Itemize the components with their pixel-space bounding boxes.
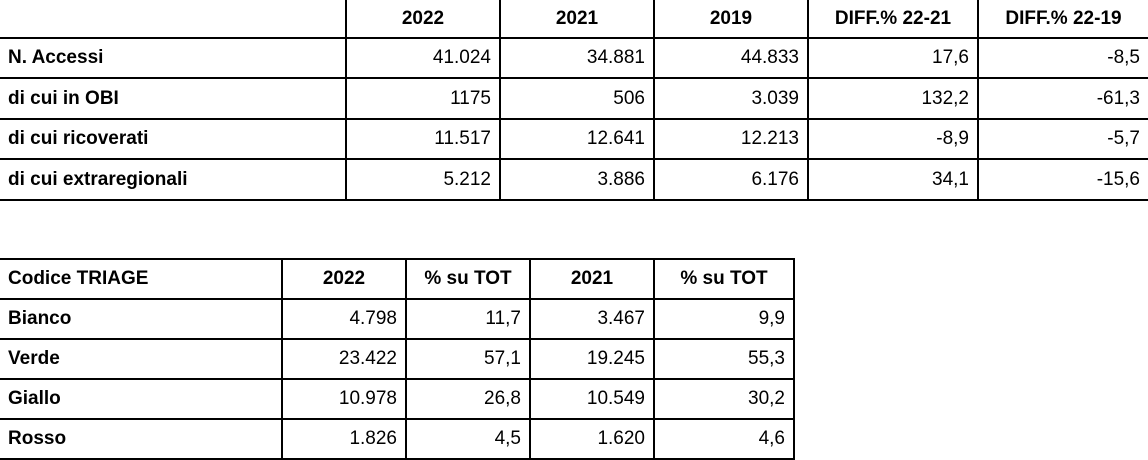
header-2021: 2021 <box>529 258 655 300</box>
cell-value: 30,2 <box>653 378 795 420</box>
cell-value: 34,1 <box>807 158 979 201</box>
header-diff-22-19: DIFF.% 22-19 <box>977 0 1148 39</box>
header-pct-2022: % su TOT <box>405 258 531 300</box>
cell-value: 41.024 <box>345 37 501 79</box>
table-row: Giallo 10.978 26,8 10.549 30,2 <box>0 378 795 420</box>
cell-value: 34.881 <box>499 37 655 79</box>
row-label: di cui extraregionali <box>0 158 347 201</box>
cell-value: 19.245 <box>529 338 655 380</box>
row-label: di cui in OBI <box>0 77 347 120</box>
header-2021: 2021 <box>499 0 655 39</box>
cell-value: 6.176 <box>653 158 809 201</box>
cell-value: 9,9 <box>653 298 795 340</box>
table-row: di cui ricoverati 11.517 12.641 12.213 -… <box>0 118 1148 160</box>
cell-value: 11,7 <box>405 298 531 340</box>
cell-value: 12.641 <box>499 118 655 160</box>
cell-value: 26,8 <box>405 378 531 420</box>
cell-value: 3.467 <box>529 298 655 340</box>
cell-value: 1.620 <box>529 418 655 460</box>
table-header-row: 2022 2021 2019 DIFF.% 22-21 DIFF.% 22-19 <box>0 0 1148 39</box>
cell-value: -5,7 <box>977 118 1148 160</box>
table-header-row: Codice TRIAGE 2022 % su TOT 2021 % su TO… <box>0 258 795 300</box>
cell-value: 11.517 <box>345 118 501 160</box>
cell-value: 55,3 <box>653 338 795 380</box>
cell-value: 57,1 <box>405 338 531 380</box>
table-row: di cui extraregionali 5.212 3.886 6.176 … <box>0 158 1148 201</box>
cell-value: 3.886 <box>499 158 655 201</box>
cell-value: -15,6 <box>977 158 1148 201</box>
cell-value: 506 <box>499 77 655 120</box>
accessi-table: 2022 2021 2019 DIFF.% 22-21 DIFF.% 22-19… <box>0 0 1148 201</box>
cell-value: -8,9 <box>807 118 979 160</box>
table-row: Rosso 1.826 4,5 1.620 4,6 <box>0 418 795 460</box>
header-pct-2021: % su TOT <box>653 258 795 300</box>
row-label: di cui ricoverati <box>0 118 347 160</box>
table-row: N. Accessi 41.024 34.881 44.833 17,6 -8,… <box>0 37 1148 79</box>
triage-table: Codice TRIAGE 2022 % su TOT 2021 % su TO… <box>0 258 795 460</box>
cell-value: 10.978 <box>281 378 407 420</box>
row-label: Bianco <box>0 298 283 340</box>
cell-value: 44.833 <box>653 37 809 79</box>
cell-value: 3.039 <box>653 77 809 120</box>
cell-value: 12.213 <box>653 118 809 160</box>
header-2022: 2022 <box>345 0 501 39</box>
header-2022: 2022 <box>281 258 407 300</box>
row-label: Verde <box>0 338 283 380</box>
cell-value: 4,6 <box>653 418 795 460</box>
row-label: N. Accessi <box>0 37 347 79</box>
header-2019: 2019 <box>653 0 809 39</box>
cell-value: 17,6 <box>807 37 979 79</box>
cell-value: 10.549 <box>529 378 655 420</box>
cell-value: 4.798 <box>281 298 407 340</box>
row-label: Rosso <box>0 418 283 460</box>
header-diff-22-21: DIFF.% 22-21 <box>807 0 979 39</box>
cell-value: 1.826 <box>281 418 407 460</box>
cell-value: 4,5 <box>405 418 531 460</box>
table-row: Bianco 4.798 11,7 3.467 9,9 <box>0 298 795 340</box>
cell-value: 132,2 <box>807 77 979 120</box>
cell-value: 5.212 <box>345 158 501 201</box>
cell-value: -61,3 <box>977 77 1148 120</box>
cell-value: 23.422 <box>281 338 407 380</box>
cell-value: 1175 <box>345 77 501 120</box>
row-label: Giallo <box>0 378 283 420</box>
header-codice-triage: Codice TRIAGE <box>0 258 283 300</box>
cell-value: -8,5 <box>977 37 1148 79</box>
table-row: di cui in OBI 1175 506 3.039 132,2 -61,3 <box>0 77 1148 120</box>
header-blank-cell <box>0 0 347 39</box>
table-row: Verde 23.422 57,1 19.245 55,3 <box>0 338 795 380</box>
